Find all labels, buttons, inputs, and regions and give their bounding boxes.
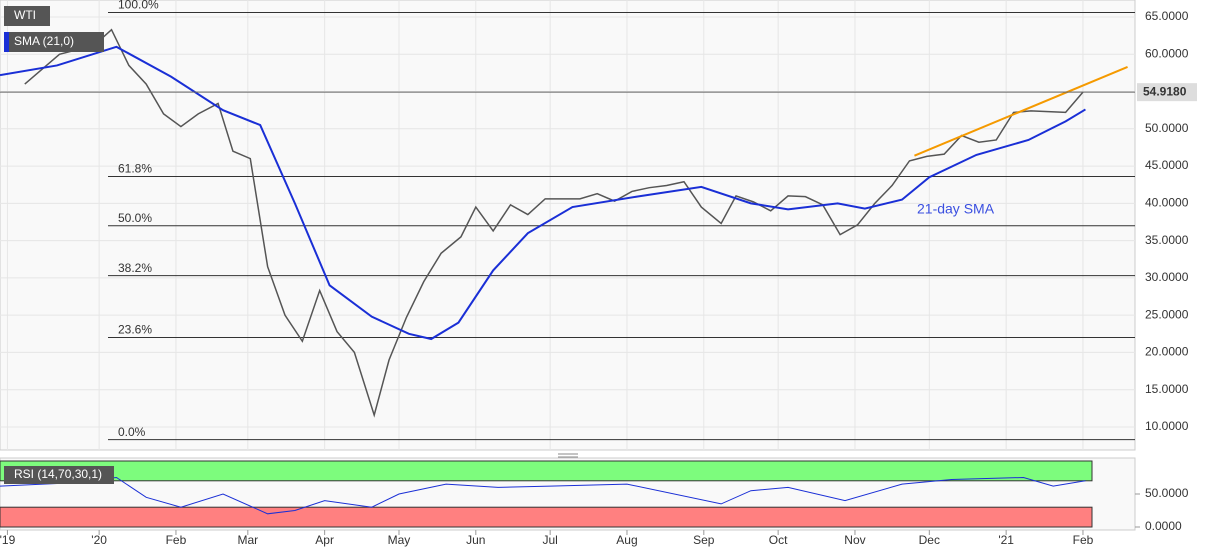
legend-box	[4, 32, 104, 52]
y-tick-label: 50.0000	[1145, 486, 1189, 500]
trend-line	[914, 66, 1128, 157]
legend-label: SMA (21,0)	[14, 34, 74, 48]
y-tick-label: 25.0000	[1145, 307, 1189, 321]
y-tick-label: 10.0000	[1145, 419, 1189, 433]
price-panel	[0, 0, 1136, 451]
x-tick-label: '19	[0, 533, 16, 547]
last-price-box	[1137, 83, 1197, 102]
x-tick-label: Mar	[237, 533, 258, 547]
x-tick-label: Apr	[315, 533, 334, 547]
y-tick-label: 40.0000	[1145, 196, 1189, 210]
x-tick-label: Aug	[616, 533, 637, 547]
x-tick-label: May	[388, 533, 411, 547]
y-tick-label: 65.0000	[1145, 9, 1189, 23]
fib-label: 61.8%	[118, 162, 152, 176]
x-tick-label: Sep	[693, 533, 715, 547]
fib-label: 0.0%	[118, 425, 146, 439]
last-price-label: 54.9180	[1143, 84, 1187, 98]
y-tick-label: 30.0000	[1145, 270, 1189, 284]
y-tick-label: 0.0000	[1145, 519, 1182, 533]
oversold-band	[0, 506, 1093, 528]
x-tick-label: Oct	[769, 533, 788, 547]
x-tick-label: Jun	[466, 533, 485, 547]
rsi-line	[0, 476, 1086, 515]
x-tick-label: Dec	[919, 533, 940, 547]
x-tick-label: '20	[91, 533, 107, 547]
y-tick-label: 60.0000	[1145, 46, 1189, 60]
overbought-band	[0, 460, 1093, 482]
legend-box	[4, 6, 50, 26]
x-tick-label: '21	[998, 533, 1014, 547]
legend-box	[4, 466, 114, 484]
y-tick-label: 35.0000	[1145, 233, 1189, 247]
y-tick-label: 20.0000	[1145, 345, 1189, 359]
fib-label: 100.0%	[118, 0, 159, 12]
x-tick-label: Feb	[166, 533, 187, 547]
x-tick-label: Jul	[542, 533, 557, 547]
legend-swatch	[4, 32, 9, 52]
price-line	[24, 28, 1084, 418]
legend-label: WTI	[14, 8, 36, 22]
sma-line	[0, 45, 1086, 341]
x-tick-label: Nov	[844, 533, 865, 547]
fib-label: 50.0%	[118, 211, 152, 225]
y-tick-label: 15.0000	[1145, 382, 1189, 396]
fib-label: 23.6%	[118, 323, 152, 337]
y-tick-label: 50.0000	[1145, 121, 1189, 135]
y-tick-label: 45.0000	[1145, 158, 1189, 172]
x-tick-label: Feb	[1073, 533, 1094, 547]
fib-label: 38.2%	[118, 261, 152, 275]
legend-label: RSI (14,70,30,1)	[14, 467, 102, 481]
annotation: 21-day SMA	[917, 201, 995, 217]
